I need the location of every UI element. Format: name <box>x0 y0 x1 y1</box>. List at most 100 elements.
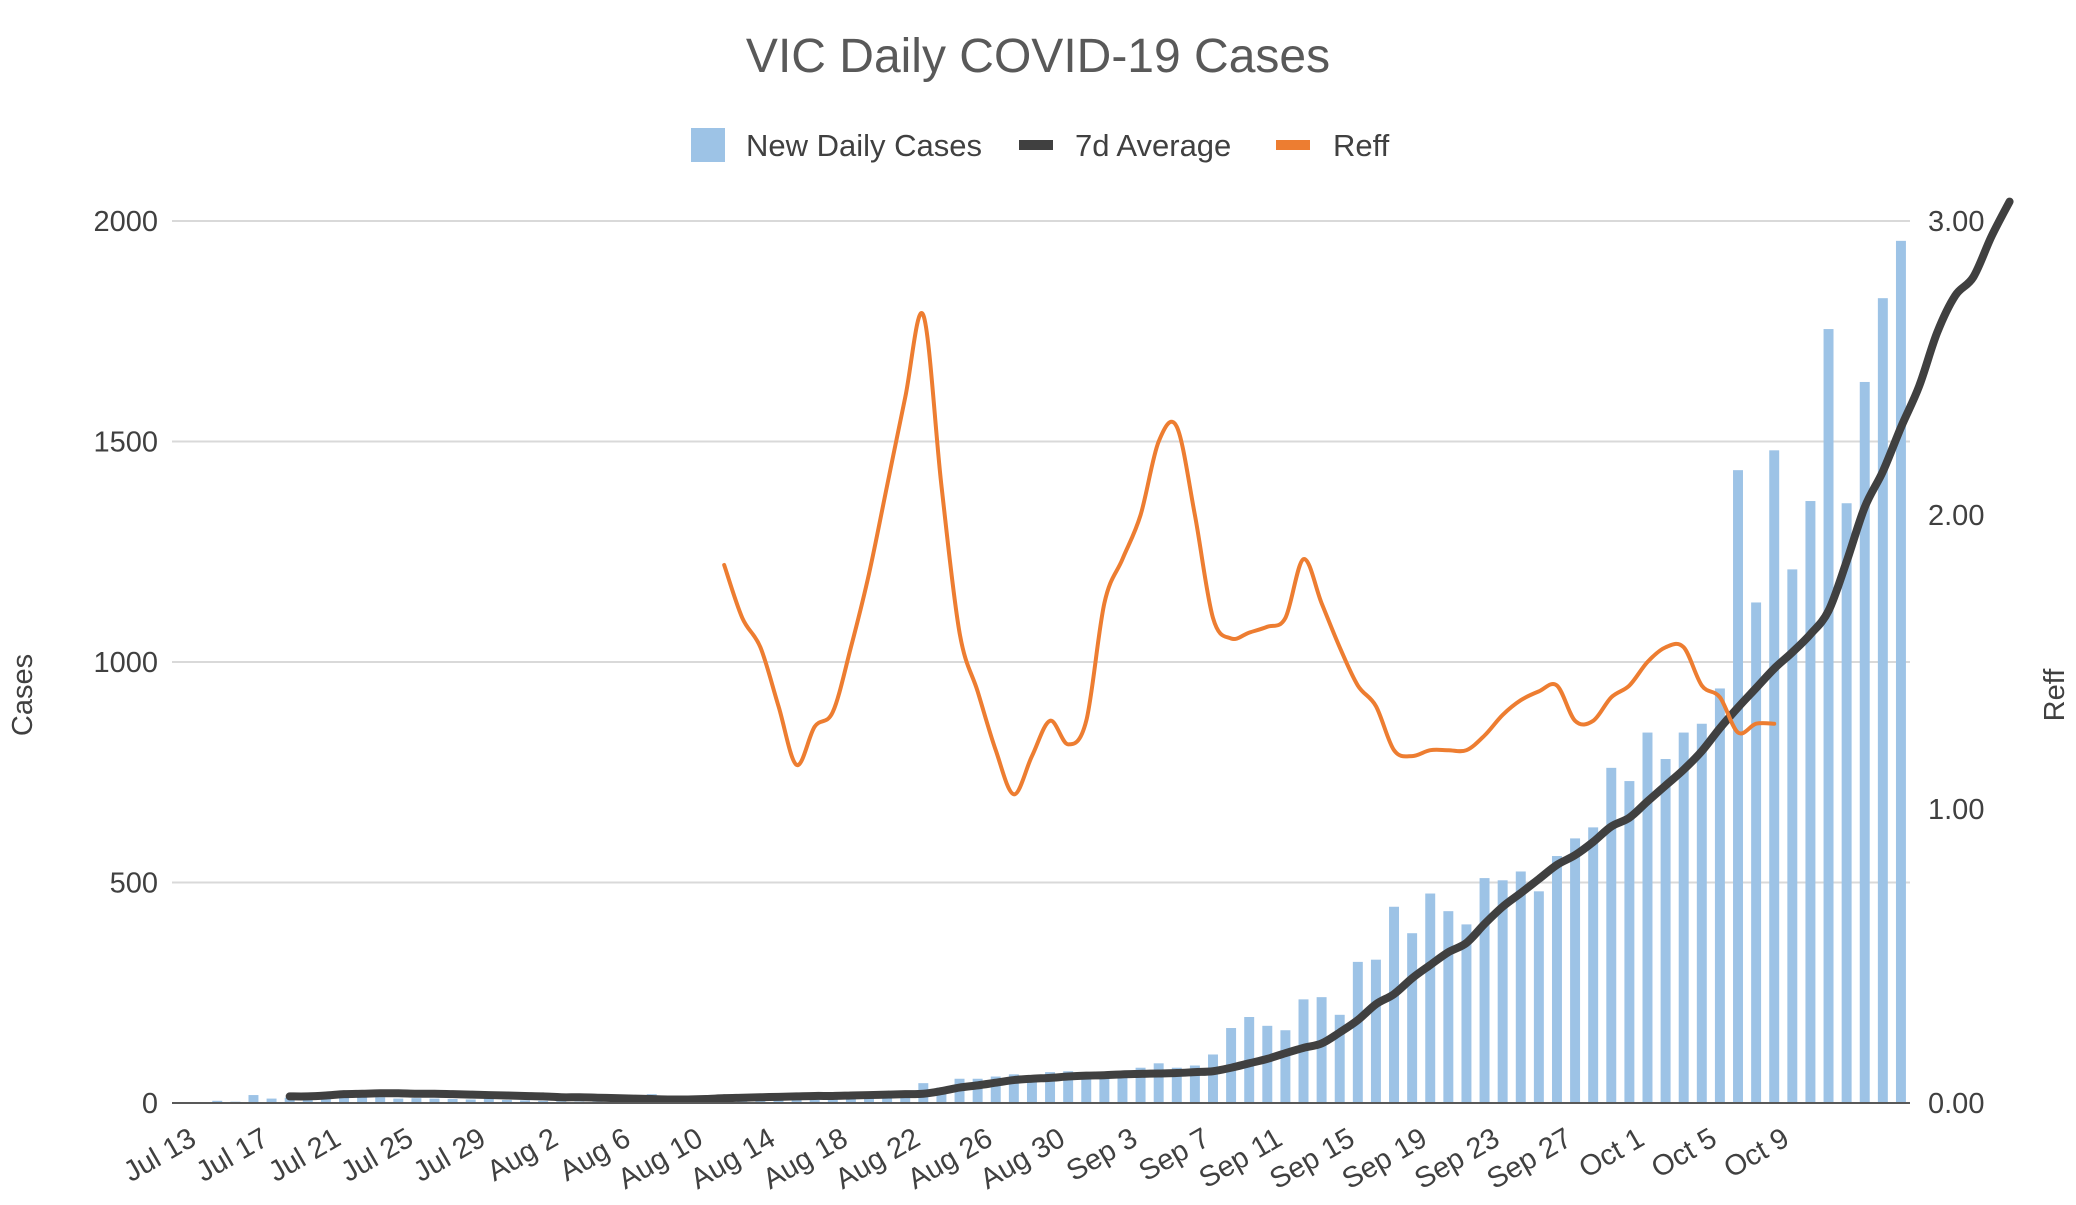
bar <box>1751 602 1762 1103</box>
y2-tick-label: 3.00 <box>1928 206 1984 238</box>
bar <box>1841 503 1852 1103</box>
x-tick-label: Jul 17 <box>191 1122 274 1188</box>
bar <box>1733 470 1743 1103</box>
bar <box>1642 732 1653 1103</box>
chart-title: VIC Daily COVID-19 Cases <box>746 30 1330 83</box>
bar <box>1497 880 1508 1103</box>
bar <box>1045 1072 1056 1103</box>
bar <box>1678 732 1689 1103</box>
bar <box>1135 1067 1146 1103</box>
x-tick-label: Sep 3 <box>1061 1122 1143 1188</box>
legend: New Daily Cases 7d Average Reff <box>691 128 1390 163</box>
bar <box>990 1076 1001 1103</box>
bar <box>936 1087 947 1103</box>
bar <box>483 1098 494 1103</box>
bar <box>1805 501 1816 1103</box>
bar <box>1624 781 1635 1103</box>
bar <box>1660 759 1671 1103</box>
bar <box>1370 959 1381 1103</box>
legend-label-new-daily-cases: New Daily Cases <box>746 128 982 163</box>
bar <box>1533 891 1544 1103</box>
bar <box>501 1099 512 1103</box>
bar <box>1334 1014 1345 1103</box>
bar <box>1189 1065 1200 1103</box>
bar <box>1769 450 1780 1103</box>
x-tick-label: Jul 25 <box>336 1122 419 1188</box>
bar <box>1208 1054 1218 1103</box>
bar <box>1262 1025 1273 1103</box>
bar <box>1063 1071 1074 1103</box>
y-axis-label: Cases <box>7 654 39 736</box>
bar <box>266 1098 277 1103</box>
bar <box>1099 1074 1110 1103</box>
bar <box>465 1099 476 1103</box>
y2-axis-label: Reff <box>2039 668 2071 722</box>
y2-tick-label: 1.00 <box>1928 794 1984 826</box>
legend-item-new-daily-cases: New Daily Cases <box>691 128 982 163</box>
bar <box>1461 924 1472 1103</box>
bar <box>1479 878 1490 1103</box>
x-tick-label: Oct 9 <box>1719 1122 1795 1184</box>
y-tick-label: 1500 <box>93 427 158 459</box>
bar <box>411 1098 422 1103</box>
bar <box>1081 1076 1092 1103</box>
series-line-7d-average <box>285 197 2014 1104</box>
x-tick-label: Jul 13 <box>118 1122 201 1188</box>
legend-swatch-7d-average <box>1019 140 1053 150</box>
bar <box>1570 838 1581 1103</box>
bar <box>972 1078 983 1103</box>
y-tick-label: 2000 <box>93 206 158 238</box>
bar <box>393 1098 404 1103</box>
bar <box>1859 381 1870 1104</box>
bar <box>1425 893 1436 1103</box>
x-tick-label: Aug 2 <box>482 1122 564 1188</box>
bar <box>1117 1072 1128 1103</box>
lines <box>285 197 2014 1104</box>
bar <box>1316 997 1327 1103</box>
y2-tick-label: 2.00 <box>1928 500 1984 532</box>
bar <box>339 1096 349 1103</box>
bar <box>1877 298 1888 1103</box>
bar <box>1389 906 1400 1103</box>
bar <box>538 1100 549 1103</box>
bar <box>1823 329 1834 1103</box>
y2-tick-label: 0.00 <box>1928 1088 1984 1120</box>
x-tick-label: Oct 1 <box>1574 1122 1650 1184</box>
bars <box>194 240 1906 1104</box>
bar <box>375 1097 386 1103</box>
bar <box>1895 240 1906 1104</box>
bar <box>447 1099 458 1103</box>
bar <box>1551 856 1562 1103</box>
bar <box>882 1096 893 1103</box>
bar <box>1026 1075 1037 1103</box>
legend-item-reff: Reff <box>1276 128 1390 163</box>
legend-swatch-reff <box>1276 140 1310 150</box>
legend-label-reff: Reff <box>1333 128 1390 163</box>
y-tick-label: 500 <box>110 868 158 900</box>
y-tick-label: 0 <box>142 1088 158 1120</box>
y-tick-label: 1000 <box>93 647 158 679</box>
bar <box>1443 911 1454 1103</box>
bar <box>1352 961 1363 1103</box>
bar <box>1280 1030 1291 1103</box>
gridlines <box>172 220 1910 884</box>
x-tick-label: Jul 21 <box>263 1122 346 1188</box>
bar <box>1606 767 1617 1103</box>
bar <box>520 1100 531 1103</box>
x-tick-label: Oct 5 <box>1646 1122 1722 1184</box>
bar <box>1008 1074 1019 1103</box>
x-tick-label: Jul 29 <box>408 1122 491 1188</box>
bar <box>248 1095 259 1103</box>
x-tick-label: Aug 30 <box>975 1122 1071 1196</box>
legend-item-7d-average: 7d Average <box>1019 128 1231 163</box>
bar <box>429 1098 440 1103</box>
bar <box>1153 1063 1164 1103</box>
bar <box>1515 871 1526 1103</box>
series-line-reff <box>722 311 1777 797</box>
bar <box>1588 827 1599 1103</box>
bar <box>1696 723 1707 1103</box>
bar <box>1787 569 1798 1103</box>
legend-label-7d-average: 7d Average <box>1075 128 1231 163</box>
